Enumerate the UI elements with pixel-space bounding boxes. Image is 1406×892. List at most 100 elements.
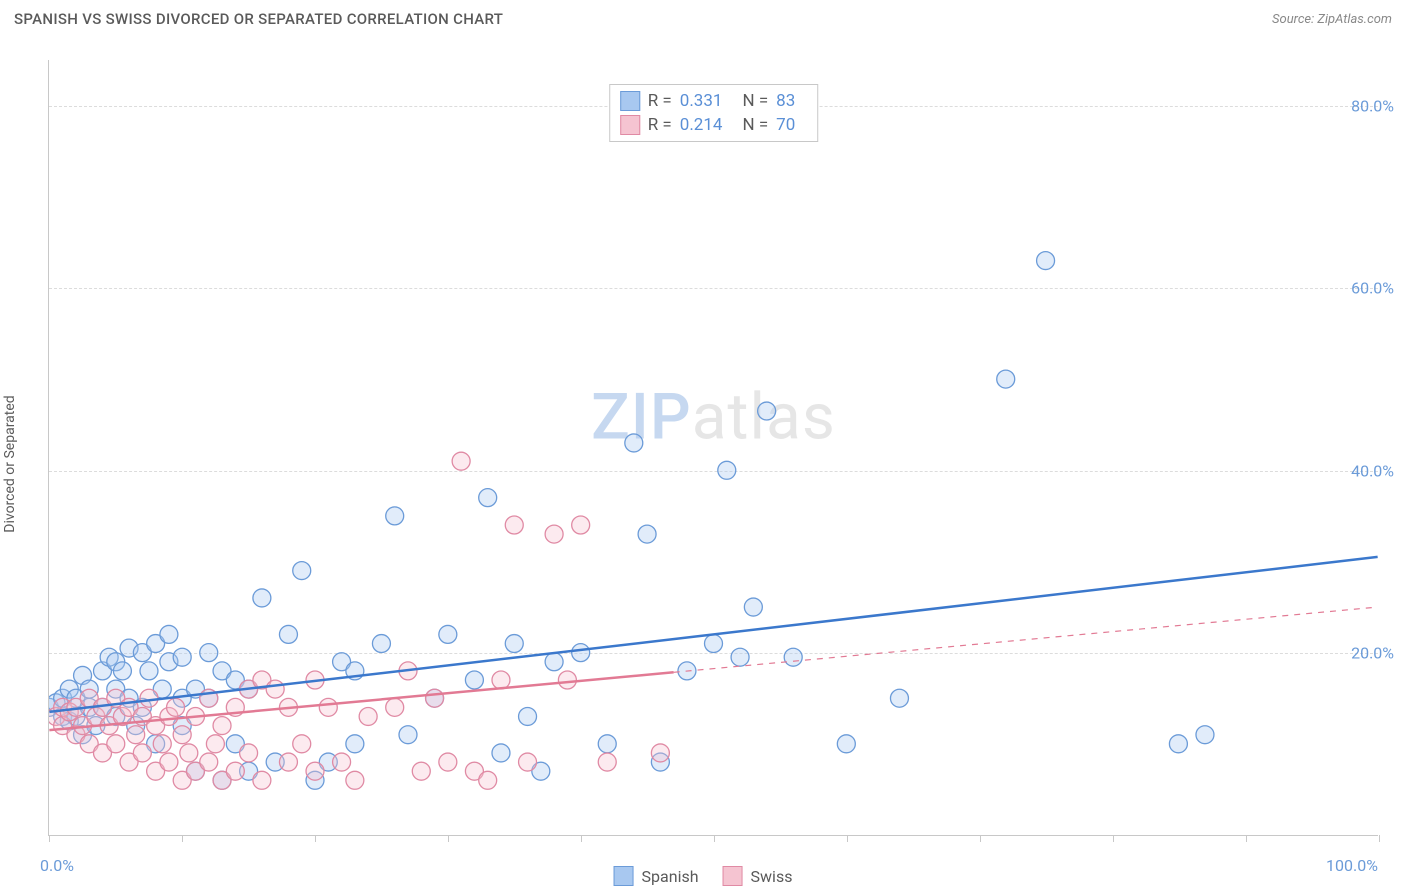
correlation-legend: R = 0.331 N = 83 R = 0.214 N = 70 — [609, 84, 819, 142]
legend-r-value: 0.214 — [680, 115, 723, 135]
chart-title: SPANISH VS SWISS DIVORCED OR SEPARATED C… — [14, 10, 503, 28]
legend-r-label: R = — [648, 91, 672, 111]
legend-n-value: 83 — [776, 91, 795, 111]
scatter-point-spanish — [200, 644, 218, 662]
scatter-point-spanish — [598, 735, 616, 753]
scatter-point-swiss — [505, 516, 523, 534]
scatter-point-spanish — [890, 689, 908, 707]
scatter-point-spanish — [572, 644, 590, 662]
scatter-point-spanish — [439, 625, 457, 643]
scatter-point-swiss — [346, 771, 364, 789]
scatter-point-spanish — [744, 598, 762, 616]
chart-source: Source: ZipAtlas.com — [1272, 12, 1392, 27]
scatter-point-swiss — [266, 680, 284, 698]
x-tick — [1246, 835, 1247, 842]
scatter-point-spanish — [1169, 735, 1187, 753]
scatter-point-swiss — [399, 662, 417, 680]
scatter-point-swiss — [558, 671, 576, 689]
scatter-point-spanish — [253, 589, 271, 607]
scatter-point-swiss — [386, 698, 404, 716]
scatter-point-swiss — [519, 753, 537, 771]
scatter-point-swiss — [572, 516, 590, 534]
scatter-point-spanish — [140, 662, 158, 680]
scatter-point-swiss — [306, 671, 324, 689]
scatter-point-spanish — [1037, 252, 1055, 270]
scatter-point-swiss — [293, 735, 311, 753]
scatter-point-swiss — [186, 707, 204, 725]
x-tick — [581, 835, 582, 842]
scatter-point-spanish — [519, 707, 537, 725]
scatter-point-swiss — [107, 735, 125, 753]
legend-swatch-swiss — [723, 866, 743, 886]
x-tick — [980, 835, 981, 842]
scatter-point-swiss — [359, 707, 377, 725]
scatter-point-spanish — [479, 489, 497, 507]
x-tick — [714, 835, 715, 842]
scatter-point-swiss — [127, 726, 145, 744]
scatter-point-spanish — [545, 653, 563, 671]
scatter-point-swiss — [206, 735, 224, 753]
scatter-point-spanish — [625, 434, 643, 452]
x-tick — [448, 835, 449, 842]
correlation-legend-row: R = 0.214 N = 70 — [620, 113, 808, 137]
x-tick — [182, 835, 183, 842]
legend-r-label: R = — [648, 115, 672, 135]
scatter-point-spanish — [997, 370, 1015, 388]
scatter-point-swiss — [253, 771, 271, 789]
scatter-point-spanish — [492, 744, 510, 762]
scatter-point-swiss — [173, 726, 191, 744]
scatter-point-swiss — [226, 762, 244, 780]
scatter-point-swiss — [439, 753, 457, 771]
x-tick — [315, 835, 316, 842]
scatter-point-swiss — [133, 744, 151, 762]
scatter-point-spanish — [705, 635, 723, 653]
scatter-point-swiss — [333, 753, 351, 771]
scatter-point-spanish — [386, 507, 404, 525]
scatter-point-spanish — [465, 671, 483, 689]
scatter-point-spanish — [293, 562, 311, 580]
x-tick-label: 0.0% — [40, 856, 74, 875]
scatter-point-swiss — [651, 744, 669, 762]
legend-swatch-spanish — [614, 866, 634, 886]
scatter-point-spanish — [113, 662, 131, 680]
series-legend: Spanish Swiss — [614, 866, 793, 886]
scatter-point-swiss — [412, 762, 430, 780]
series-legend-label: Swiss — [751, 867, 793, 886]
legend-r-value: 0.331 — [680, 91, 723, 111]
scatter-point-spanish — [731, 648, 749, 666]
scatter-point-spanish — [399, 726, 417, 744]
legend-swatch-swiss — [620, 115, 640, 135]
chart-header: SPANISH VS SWISS DIVORCED OR SEPARATED C… — [0, 0, 1406, 36]
scatter-point-spanish — [758, 402, 776, 420]
scatter-point-swiss — [479, 771, 497, 789]
scatter-point-swiss — [279, 753, 297, 771]
legend-swatch-spanish — [620, 91, 640, 111]
scatter-point-spanish — [784, 648, 802, 666]
series-legend-item: Spanish — [614, 866, 699, 886]
scatter-points-layer — [49, 60, 1378, 835]
scatter-point-swiss — [426, 689, 444, 707]
legend-n-label: N = — [742, 115, 768, 135]
x-tick — [1113, 835, 1114, 842]
scatter-point-swiss — [226, 698, 244, 716]
scatter-point-spanish — [837, 735, 855, 753]
scatter-point-spanish — [505, 635, 523, 653]
scatter-point-swiss — [167, 698, 185, 716]
scatter-point-spanish — [173, 648, 191, 666]
x-tick-label: 100.0% — [1326, 856, 1378, 875]
scatter-point-swiss — [598, 753, 616, 771]
scatter-point-swiss — [279, 698, 297, 716]
scatter-point-spanish — [372, 635, 390, 653]
scatter-point-spanish — [678, 662, 696, 680]
scatter-point-spanish — [718, 461, 736, 479]
scatter-point-spanish — [279, 625, 297, 643]
legend-n-label: N = — [742, 91, 768, 111]
scatter-point-swiss — [140, 689, 158, 707]
scatter-point-spanish — [1196, 726, 1214, 744]
y-axis-label: Divorced or Separated — [2, 395, 18, 532]
x-tick — [49, 835, 50, 842]
x-tick — [847, 835, 848, 842]
scatter-point-swiss — [200, 753, 218, 771]
scatter-point-spanish — [160, 625, 178, 643]
scatter-point-swiss — [492, 671, 510, 689]
